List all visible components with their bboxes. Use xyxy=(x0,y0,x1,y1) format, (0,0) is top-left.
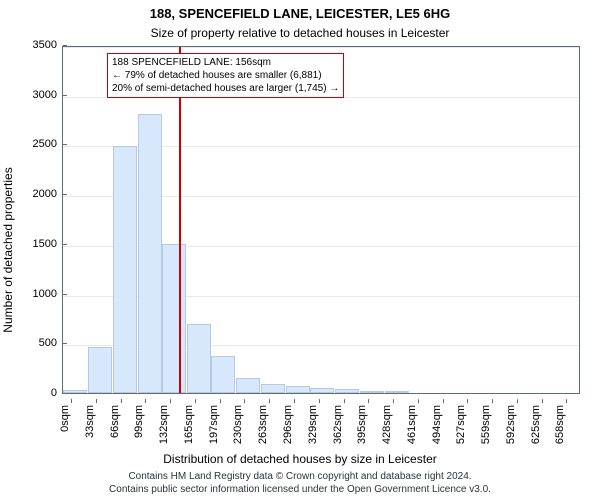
histogram-bar xyxy=(63,390,87,393)
x-axis-label: Distribution of detached houses by size … xyxy=(0,452,600,466)
chart-title-line2: Size of property relative to detached ho… xyxy=(0,26,600,40)
x-tick-label: 132sqm xyxy=(158,399,170,444)
chart-title-line1: 188, SPENCEFIELD LANE, LEICESTER, LE5 6H… xyxy=(0,6,600,21)
histogram-bar xyxy=(261,384,285,393)
chart-footer: Contains HM Land Registry data © Crown c… xyxy=(0,471,600,496)
annotation-line: 188 SPENCEFIELD LANE: 156sqm xyxy=(112,56,339,69)
x-tick-label: 197sqm xyxy=(208,399,220,444)
footer-line: Contains HM Land Registry data © Crown c… xyxy=(0,471,600,484)
histogram-bar xyxy=(310,388,334,393)
reference-line xyxy=(179,47,181,393)
x-tick-label: 428sqm xyxy=(381,399,393,444)
gridline xyxy=(63,47,579,48)
annotation-box: 188 SPENCEFIELD LANE: 156sqm← 79% of det… xyxy=(107,53,344,98)
histogram-bar xyxy=(88,347,112,393)
histogram-bar xyxy=(360,391,384,393)
x-tick-label: 329sqm xyxy=(307,399,319,444)
x-tick-label: 395sqm xyxy=(356,399,368,444)
y-tick-label: 2500 xyxy=(33,138,63,150)
x-tick-label: 0sqm xyxy=(59,399,71,432)
y-tick-label: 2000 xyxy=(33,188,63,200)
x-tick-label: 658sqm xyxy=(554,399,566,444)
y-tick-label: 3500 xyxy=(33,39,63,51)
x-tick-label: 494sqm xyxy=(431,399,443,444)
footer-line: Contains public sector information licen… xyxy=(0,484,600,497)
x-tick-label: 230sqm xyxy=(232,399,244,444)
x-tick-label: 362sqm xyxy=(332,399,344,444)
histogram-bar xyxy=(113,146,137,393)
x-tick-label: 165sqm xyxy=(183,399,195,444)
annotation-line: 20% of semi-detached houses are larger (… xyxy=(112,82,339,95)
x-tick-label: 592sqm xyxy=(505,399,517,444)
x-tick-label: 66sqm xyxy=(109,399,121,438)
y-tick-label: 0 xyxy=(51,387,63,399)
y-tick-label: 3000 xyxy=(33,89,63,101)
histogram-bar xyxy=(162,244,186,393)
x-tick-label: 296sqm xyxy=(282,399,294,444)
annotation-line: ← 79% of detached houses are smaller (6,… xyxy=(112,69,339,82)
y-axis-label: Number of detached properties xyxy=(1,167,15,332)
y-tick-label: 1000 xyxy=(33,288,63,300)
x-tick-label: 527sqm xyxy=(455,399,467,444)
histogram-bar xyxy=(385,391,409,393)
y-tick-label: 500 xyxy=(39,337,63,349)
x-tick-label: 559sqm xyxy=(480,399,492,444)
x-tick-label: 263sqm xyxy=(257,399,269,444)
chart-container: { "title_line1": "188, SPENCEFIELD LANE,… xyxy=(0,0,600,500)
histogram-bar xyxy=(187,324,211,393)
x-tick-label: 99sqm xyxy=(133,399,145,438)
x-tick-label: 625sqm xyxy=(530,399,542,444)
histogram-bar xyxy=(335,389,359,393)
y-tick-label: 1500 xyxy=(33,238,63,250)
histogram-bar xyxy=(286,386,310,393)
histogram-bar xyxy=(138,114,162,393)
histogram-bar xyxy=(211,356,235,393)
x-tick-label: 461sqm xyxy=(406,399,418,444)
plot-area: 05001000150020002500300035000sqm33sqm66s… xyxy=(62,46,580,394)
histogram-bar xyxy=(236,378,260,393)
x-tick-label: 33sqm xyxy=(84,399,96,438)
